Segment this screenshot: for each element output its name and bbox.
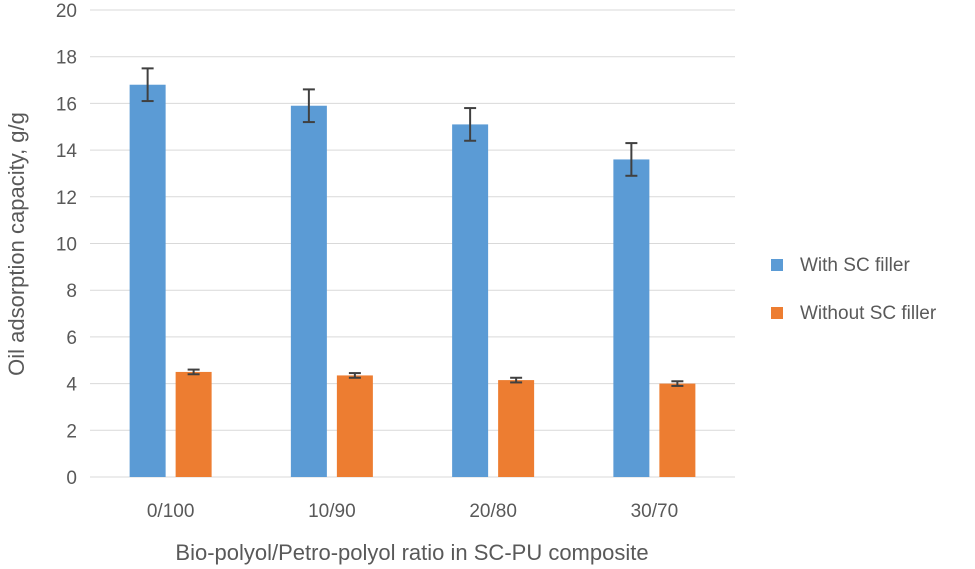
bar-with-sc-filler [613,159,650,477]
y-tick-label: 4 [66,375,77,396]
x-tick-label: 10/90 [308,501,356,522]
error-bar [187,368,200,376]
y-tick-label: 6 [66,328,77,349]
y-tick-label: 0 [66,468,77,489]
bar-with-sc-filler [290,105,327,478]
legend-label: With SC filler [800,255,910,276]
error-bars [141,67,684,387]
y-axis-title: Oil adsorption capacity, g/g [4,112,29,376]
error-bar [625,142,638,177]
y-tick-label: 10 [56,235,77,256]
bar-without-sc-filler [659,383,696,477]
legend-swatch [771,307,783,319]
x-tick-label: 30/70 [631,501,679,522]
legend-label: Without SC filler [800,303,937,324]
y-tick-label: 16 [56,94,77,115]
y-tick-label: 12 [56,188,77,209]
y-tick-label: 2 [66,421,77,442]
legend: With SC filler Without SC filler [771,255,937,324]
error-bar [141,67,154,103]
x-axis-title: Bio-polyol/Petro-polyol ratio in SC-PU c… [175,540,648,565]
error-bar [671,380,684,387]
error-bar [348,372,361,379]
bar-with-sc-filler [452,124,489,477]
bars [129,84,696,478]
x-tick-label: 0/100 [147,501,195,522]
error-bar [464,107,477,142]
error-bar [302,88,315,124]
x-tick-label: 20/80 [469,501,517,522]
bar-without-sc-filler [336,375,373,477]
y-axis-ticks: 0 2 4 6 8 10 12 14 16 18 20 [56,1,78,489]
error-bar [510,376,523,384]
bar-with-sc-filler [129,84,166,477]
bar-without-sc-filler [498,380,535,477]
y-tick-label: 8 [66,281,77,302]
y-tick-label: 18 [56,48,77,69]
y-tick-label: 20 [56,1,77,22]
x-axis-ticks: 0/100 10/90 20/80 30/70 [147,501,678,522]
bar-without-sc-filler [175,371,212,477]
legend-swatch [771,259,783,271]
y-tick-label: 14 [56,141,78,162]
